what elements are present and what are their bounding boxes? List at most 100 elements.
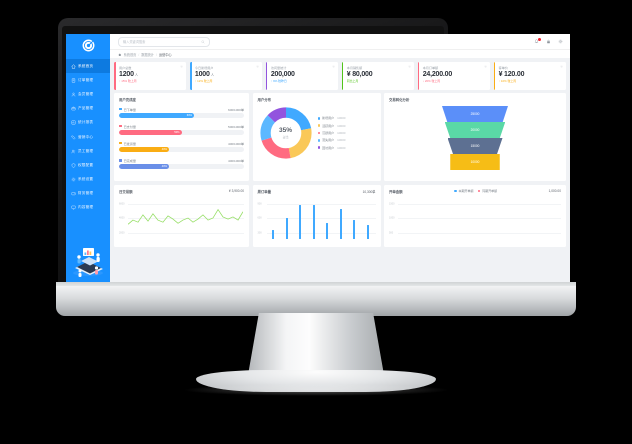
kpi-card[interactable]: 本月销售额 ¥ 80,000 同比上月 [341, 61, 415, 90]
breadcrumb-item-1[interactable]: 数据统计 [141, 53, 154, 57]
wallet-icon [71, 191, 76, 196]
breadcrumb-item-0[interactable]: 系统首页 [123, 53, 137, 57]
bar[interactable] [285, 218, 288, 239]
kpi-card[interactable]: 用户总数 1200人 ↑ 15% 较上周 [114, 61, 187, 90]
monitor-base-shadow [182, 384, 450, 396]
sidebar-item-products[interactable]: 产品管理 [66, 102, 110, 116]
bell-icon[interactable] [534, 38, 541, 44]
sidebar-item-settings[interactable]: 系统设置 [66, 173, 110, 187]
app-logo[interactable] [66, 34, 110, 56]
notification-badge [537, 38, 541, 41]
sidebar-item-orders[interactable]: 订单管理 [66, 73, 110, 87]
legend-item[interactable]: 同期开单额 [477, 189, 497, 193]
kpi-title: 用户总数 [119, 65, 132, 70]
gear-icon[interactable] [560, 64, 563, 68]
legend-item[interactable]: 活跃用户 10000 [317, 124, 345, 128]
kpi-value: 1200人 [119, 71, 138, 78]
panel-title: 用户完成度 [119, 98, 136, 102]
y-tick: 300 [257, 231, 262, 235]
donut-panel: 用户分布 35% 占比 [252, 93, 381, 181]
kpi-card[interactable]: 客单价 ¥ 120.00 ↑ 10% 较上周 [493, 61, 567, 90]
sidebar-item-permissions[interactable]: 权限配置 [66, 158, 110, 172]
legend-item[interactable]: 流失用户 10000 [317, 138, 345, 142]
bar[interactable] [326, 223, 329, 239]
target-logo-icon [82, 39, 94, 51]
funnel-layer[interactable]: 15000 下单人数 [447, 138, 503, 154]
kpi-delta: 同比上月 [346, 79, 359, 84]
lock-icon[interactable] [546, 39, 551, 44]
funnel-layer[interactable]: 10000 支付人数 [450, 154, 500, 170]
search-icon[interactable] [201, 40, 205, 44]
bottom-row: 日交易额 ¥ 3,900.00 6000 4000 2000 [114, 184, 566, 247]
y-tick: 600 [257, 216, 262, 220]
legend-swatch [317, 116, 321, 120]
kpi-title: 本月订单额 [422, 65, 439, 70]
chart-legend: 本期开单额 同期开单额 [453, 189, 497, 193]
kpi-card[interactable]: 本月订单额 24,200.00 ↓ 20% 较上周 [417, 61, 491, 90]
bar[interactable] [353, 220, 356, 239]
progress-percent: 40% [161, 165, 167, 169]
bar[interactable] [366, 224, 369, 239]
funnel-layer[interactable]: 25000 访问人数 [442, 106, 508, 122]
sidebar-item-label: 财务管理 [78, 191, 94, 196]
sidebar: 系统首页 订单管理 会员管理 产品管理 统计报表 [66, 34, 110, 282]
breadcrumb-separator: / [155, 52, 157, 57]
kpi-card[interactable]: 访问量统计 200,000 ↑ 9% 较昨日 [265, 61, 339, 90]
grouped-bar-chart[interactable]: 1500 1000 500 [389, 197, 561, 239]
progress-item: 已下单量 600/1000单 60% [119, 107, 244, 119]
progress-value: 400/1000单 [228, 141, 244, 146]
legend-swatch [119, 141, 122, 145]
gear-icon[interactable] [180, 64, 184, 68]
panel-title: 开单金额 [389, 189, 403, 194]
sidebar-item-reports[interactable]: 统计报表 [66, 116, 110, 130]
grouped-series [398, 197, 560, 239]
legend-item[interactable]: 本期开单额 [453, 189, 474, 193]
donut-center-value: 35% [278, 127, 292, 135]
monitor-icon [71, 205, 76, 210]
progress-percent: 40% [161, 148, 167, 152]
sidebar-item-home[interactable]: 系统首页 [66, 59, 110, 74]
panel-title: 用户分布 [257, 98, 272, 102]
funnel-value: 10000 [470, 160, 480, 164]
sidebar-item-label: 统计报表 [78, 120, 94, 125]
progress-panel: 用户完成度 已下单量 600/1000单 60% [114, 93, 249, 181]
donut-chart[interactable]: 35% 占比 [259, 106, 313, 160]
bar-chart[interactable]: 900 600 300 [258, 197, 376, 239]
sidebar-item-label: 系统首页 [78, 63, 94, 68]
sidebar-item-content[interactable]: 内容管理 [66, 201, 110, 215]
line-chart[interactable]: 6000 4000 2000 [119, 197, 244, 239]
y-tick: 500 [389, 231, 394, 235]
gear-icon[interactable] [256, 64, 259, 68]
sidebar-item-marketing[interactable]: 营销中心 [66, 130, 110, 144]
progress-label: 已支付量 [123, 124, 136, 129]
legend-item[interactable]: 沉默用户 10000 [317, 131, 345, 135]
gear-icon[interactable] [558, 39, 563, 44]
sidebar-item-members[interactable]: 会员管理 [66, 87, 110, 101]
legend-item[interactable]: 新增用户 10000 [317, 116, 345, 120]
bar[interactable] [272, 230, 275, 239]
legend-swatch [317, 131, 321, 135]
sidebar-item-staff[interactable]: 员工管理 [66, 144, 110, 158]
funnel-layer[interactable]: 20000 加购人数 [444, 122, 506, 138]
progress-percent: 60% [186, 114, 192, 118]
sidebar-item-finance[interactable]: 财务管理 [66, 187, 110, 201]
gear-icon[interactable] [408, 64, 411, 68]
kpi-value: 1000人 [194, 71, 214, 78]
funnel-chart[interactable]: 25000 访问人数 20000 加购人数 15000 下单人数 10000 [389, 106, 561, 176]
kpi-value: 200,000 [270, 71, 295, 78]
y-tick: 1500 [389, 202, 395, 206]
y-tick: 1000 [389, 216, 395, 220]
bar[interactable] [339, 208, 342, 239]
bar[interactable] [299, 204, 302, 239]
funnel-value: 15000 [470, 144, 480, 148]
gear-icon[interactable] [484, 64, 487, 68]
panel-title: 日交易额 [119, 189, 133, 194]
legend-item[interactable]: 回访用户 10000 [317, 146, 345, 150]
kpi-card[interactable]: 今日新增用户 1000人 ↑ 12% 较上周 [189, 61, 263, 90]
search-input[interactable]: 输入关键词搜索 [118, 36, 210, 47]
gear-icon[interactable] [332, 64, 335, 68]
y-tick: 6000 [119, 202, 125, 206]
funnel-value: 20000 [470, 128, 480, 132]
bar[interactable] [312, 204, 315, 239]
